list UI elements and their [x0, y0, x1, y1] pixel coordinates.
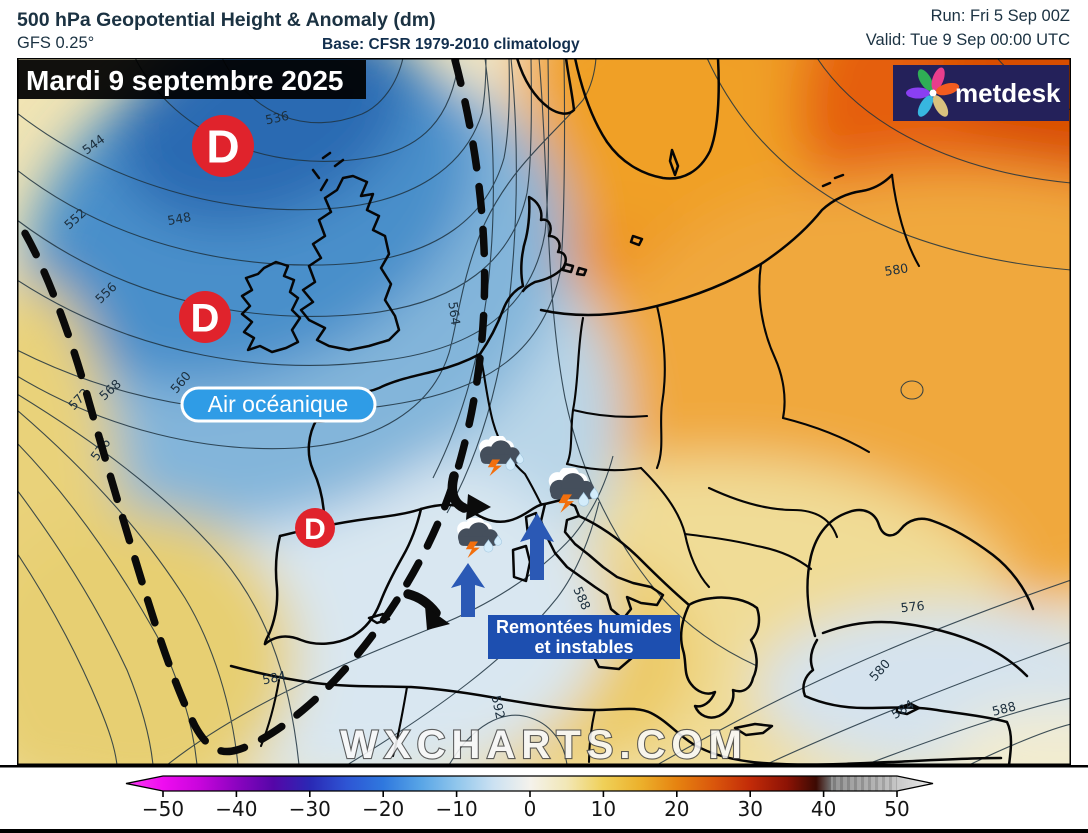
svg-text:Mardi 9 septembre 2025: Mardi 9 septembre 2025 — [26, 65, 344, 96]
watermark: WXCHARTS.COM — [340, 723, 748, 765]
colorbar-tick-label: 20 — [664, 797, 689, 821]
colorbar-gradient-bar — [126, 776, 933, 791]
low-pressure-marker — [192, 115, 254, 177]
svg-text:Remontées humides: Remontées humides — [496, 617, 672, 637]
weather-map: 5365445485525565605645685725765805765805… — [17, 58, 1071, 765]
low-pressure-letter: D — [206, 121, 239, 173]
contour-label: 588 — [991, 698, 1018, 718]
colorbar-tick-label: −50 — [142, 797, 184, 821]
low-pressure-marker — [179, 291, 231, 343]
flow-arrow-black — [403, 471, 491, 630]
colorbar-tick-label: −40 — [215, 797, 257, 821]
air-mass-label: Air océanique — [180, 386, 377, 423]
colorbar: −50 −40 −30 −20 −10 0 10 20 30 40 50 — [0, 765, 1088, 833]
climatology-base-label: Base: CFSR 1979-2010 climatology — [322, 36, 580, 53]
colorbar-tick-label: 0 — [524, 797, 537, 821]
moist-air-label: Remontées humides et instables — [488, 615, 680, 659]
metdesk-logo: metdesk — [893, 65, 1069, 121]
contour-label: 564 — [445, 301, 463, 327]
contour-label: 576 — [900, 598, 925, 615]
contour-label: 536 — [264, 108, 291, 128]
colorbar-ticks — [162, 791, 898, 797]
valid-time-label: Valid: Tue 9 Sep 00:00 UTC — [865, 31, 1070, 49]
metdesk-pinwheel-icon — [906, 67, 960, 117]
model-label: GFS 0.25° — [17, 34, 95, 52]
country-borders — [259, 173, 921, 764]
date-badge: Mardi 9 septembre 2025 — [17, 60, 366, 99]
trough-dashed-line — [18, 58, 489, 756]
colorbar-tick-label: 50 — [884, 797, 909, 821]
colorbar-tick-label: −30 — [289, 797, 331, 821]
colorbar-tick-label: −20 — [362, 797, 404, 821]
contour-label: 580 — [883, 260, 909, 279]
svg-text:metdesk: metdesk — [955, 78, 1061, 108]
low-pressure-letter: D — [191, 296, 220, 340]
colorbar-tick-label: 40 — [811, 797, 836, 821]
low-pressure-markers: D D D — [179, 115, 335, 548]
svg-text:Air océanique: Air océanique — [208, 391, 349, 417]
colorbar-tick-label: 30 — [737, 797, 762, 821]
colorbar-tick-label: −10 — [435, 797, 477, 821]
colorbar-tick-label: 10 — [591, 797, 616, 821]
low-pressure-letter: D — [304, 513, 326, 546]
contour-labels: 5365445485525565605645685725765805765805… — [61, 108, 1017, 722]
low-pressure-marker — [295, 508, 335, 548]
svg-text:et instables: et instables — [534, 637, 633, 657]
run-time-label: Run: Fri 5 Sep 00Z — [930, 7, 1070, 25]
colorbar-tick-labels: −50 −40 −30 −20 −10 0 10 20 30 40 50 — [142, 797, 910, 821]
contour-label: 548 — [166, 209, 192, 228]
contour-label: 584 — [261, 668, 288, 688]
contour-label: 592 — [489, 694, 509, 720]
page-title: 500 hPa Geopotential Height & Anomaly (d… — [17, 9, 436, 31]
uplift-arrow-blue — [451, 513, 554, 617]
